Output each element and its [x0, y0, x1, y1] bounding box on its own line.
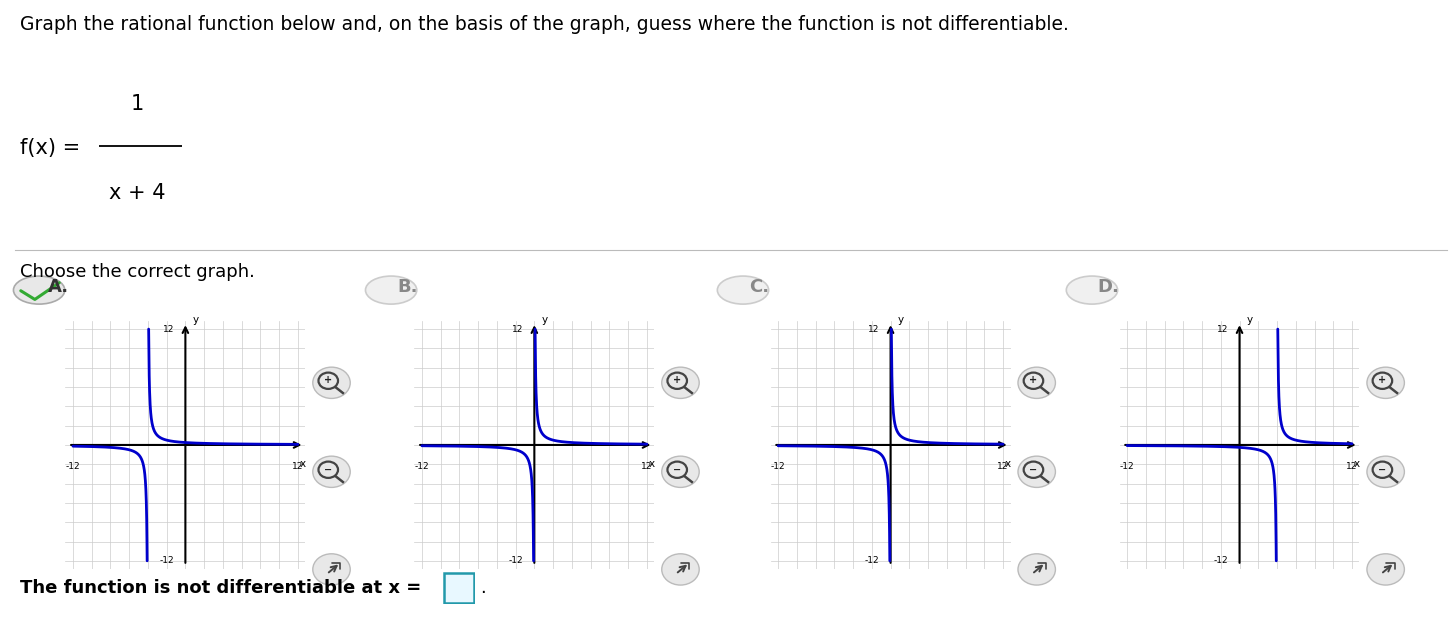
Text: +: +	[1029, 375, 1038, 386]
Circle shape	[662, 554, 699, 585]
Text: Graph the rational function below and, on the basis of the graph, guess where th: Graph the rational function below and, o…	[20, 15, 1069, 35]
Text: 12: 12	[997, 462, 1009, 472]
Circle shape	[313, 554, 350, 585]
Text: -12: -12	[1120, 462, 1134, 472]
Text: D.: D.	[1098, 278, 1120, 297]
Circle shape	[313, 367, 350, 399]
Text: x: x	[648, 459, 654, 470]
Text: 12: 12	[512, 324, 523, 334]
Circle shape	[1018, 456, 1056, 488]
Text: 12: 12	[292, 462, 304, 472]
Text: -12: -12	[509, 556, 523, 565]
Text: A.: A.	[48, 278, 70, 297]
Text: -12: -12	[65, 462, 80, 472]
Text: x: x	[300, 459, 305, 470]
Text: B.: B.	[397, 278, 417, 297]
Text: −: −	[673, 464, 682, 475]
Text: C.: C.	[749, 278, 769, 297]
Text: f(x) =: f(x) =	[20, 138, 80, 158]
Circle shape	[1018, 554, 1056, 585]
Text: +: +	[1378, 375, 1387, 386]
Text: y: y	[193, 315, 199, 325]
Text: 1: 1	[131, 94, 144, 114]
Text: 12: 12	[1346, 462, 1358, 472]
Circle shape	[313, 456, 350, 488]
Circle shape	[662, 456, 699, 488]
Text: y: y	[899, 315, 904, 325]
Text: Choose the correct graph.: Choose the correct graph.	[20, 263, 256, 281]
Text: +: +	[324, 375, 333, 386]
Circle shape	[13, 276, 65, 304]
Text: -12: -12	[771, 462, 785, 472]
Circle shape	[1367, 554, 1405, 585]
Circle shape	[1066, 276, 1118, 304]
Text: x: x	[1005, 459, 1011, 470]
Circle shape	[717, 276, 769, 304]
Circle shape	[662, 367, 699, 399]
Text: −: −	[324, 464, 333, 475]
Text: x: x	[1354, 459, 1359, 470]
Text: x + 4: x + 4	[109, 183, 166, 203]
Text: 12: 12	[868, 324, 880, 334]
Text: -12: -12	[160, 556, 174, 565]
Text: .: .	[480, 579, 486, 598]
Text: +: +	[673, 375, 682, 386]
Text: The function is not differentiable at x =: The function is not differentiable at x …	[20, 579, 422, 598]
Text: −: −	[1378, 464, 1387, 475]
Circle shape	[365, 276, 417, 304]
Text: 12: 12	[1217, 324, 1229, 334]
Text: y: y	[1248, 315, 1253, 325]
Text: 12: 12	[641, 462, 653, 472]
Text: 12: 12	[163, 324, 174, 334]
Circle shape	[1367, 456, 1405, 488]
FancyBboxPatch shape	[445, 574, 474, 603]
Circle shape	[1018, 367, 1056, 399]
Text: -12: -12	[414, 462, 429, 472]
Text: −: −	[1029, 464, 1038, 475]
Text: y: y	[542, 315, 548, 325]
Text: -12: -12	[1214, 556, 1229, 565]
Text: -12: -12	[865, 556, 880, 565]
Circle shape	[1367, 367, 1405, 399]
